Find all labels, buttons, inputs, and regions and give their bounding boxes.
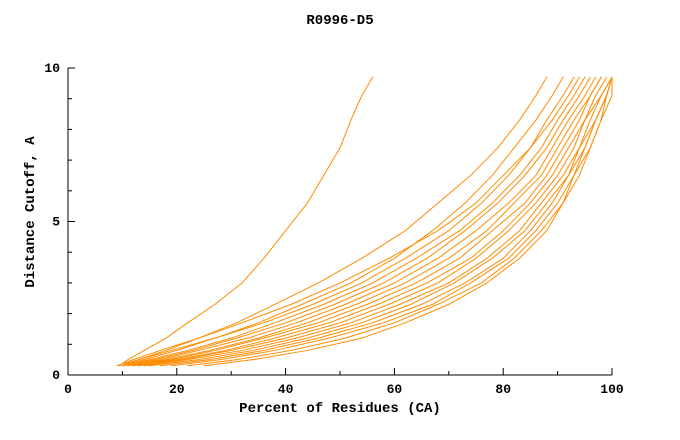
series-line (119, 76, 374, 367)
series-line (132, 76, 608, 367)
plot-area: 0 20 40 60 80 100 0 5 10 (44, 61, 624, 397)
series-line (121, 76, 586, 367)
series-line (121, 76, 591, 367)
series-line (116, 76, 580, 367)
y-tick-label: 0 (52, 368, 60, 383)
series-line (159, 76, 613, 367)
chart-title: R0996-D5 (306, 13, 373, 29)
x-axis-label: Percent of Residues (CA) (239, 401, 441, 417)
x-tick-label: 20 (169, 382, 185, 397)
y-tick-label: 5 (52, 215, 60, 230)
series-line (170, 76, 613, 367)
series-line (121, 76, 564, 367)
series-line (187, 76, 613, 367)
x-tick-label: 0 (64, 382, 72, 397)
series-line (149, 76, 613, 367)
x-tick-label: 80 (495, 382, 511, 397)
y-axis-label: Distance Cutoff, A (23, 136, 39, 288)
y-tick-label: 10 (44, 61, 60, 76)
series-line (127, 76, 602, 367)
x-tick-label: 60 (387, 382, 403, 397)
series-line (121, 76, 548, 367)
x-tick-label: 100 (600, 382, 624, 397)
series-line (116, 76, 575, 367)
series-line (127, 76, 597, 367)
series-line (138, 76, 613, 367)
series-line (203, 76, 613, 367)
series-line (143, 76, 613, 367)
series-line (132, 76, 602, 367)
x-tick-label: 40 (278, 382, 294, 397)
